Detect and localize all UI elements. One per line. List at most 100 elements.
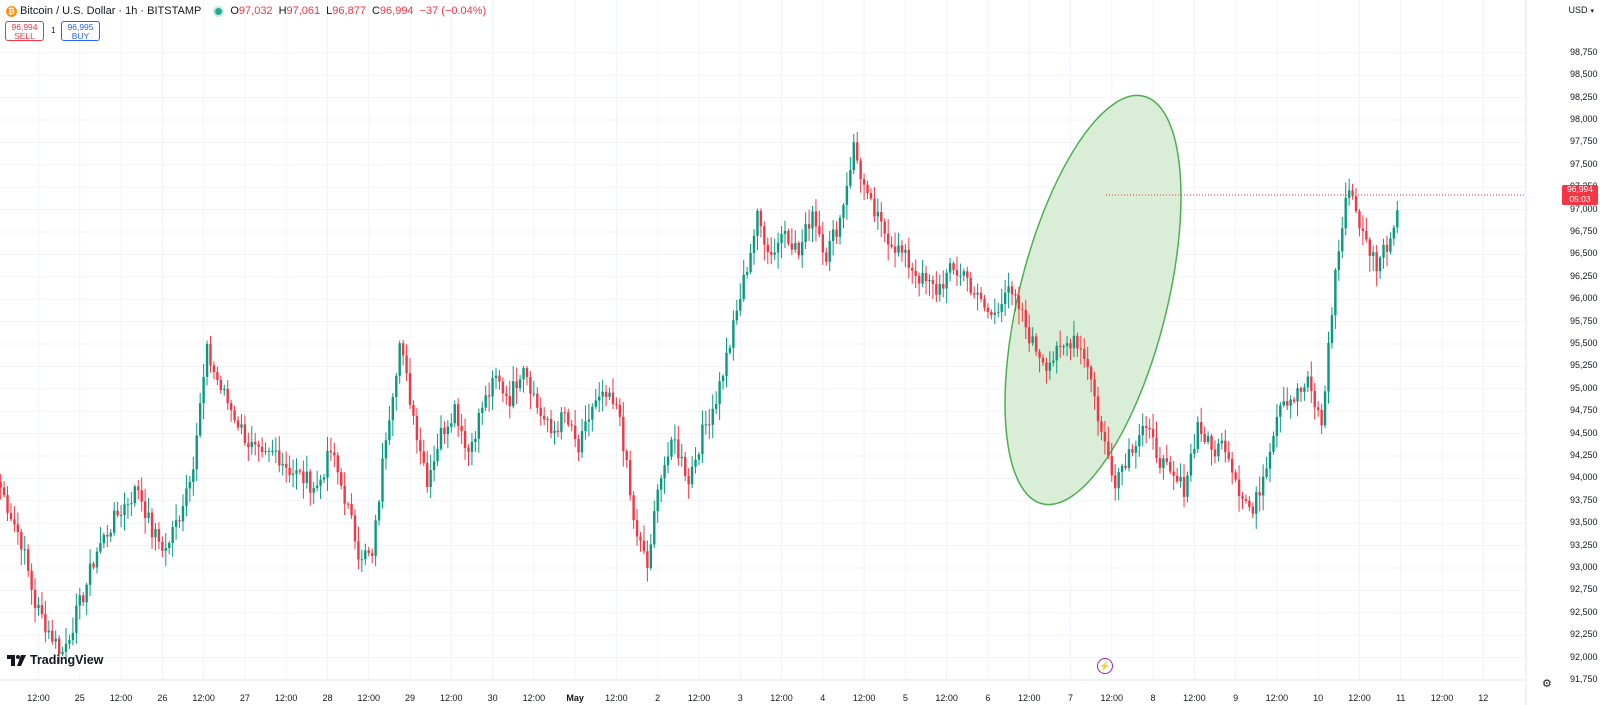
candle (505, 385, 508, 405)
candle-body (44, 614, 47, 633)
candle-body (429, 470, 432, 487)
candle (976, 283, 979, 311)
candle (291, 459, 295, 488)
candle (1279, 402, 1282, 433)
price-tick-label: 94,250 (1570, 450, 1598, 460)
candle (1175, 467, 1179, 484)
candle (1351, 183, 1354, 200)
candle (938, 274, 941, 302)
candle-body (391, 397, 395, 421)
candle-body (976, 292, 979, 295)
candle (794, 230, 797, 253)
candle-body (143, 501, 147, 519)
candle (831, 219, 835, 256)
candle (556, 421, 560, 438)
candle (880, 202, 883, 238)
time-tick-label: 12 (1478, 693, 1489, 703)
candle (759, 208, 763, 238)
candle-body (783, 230, 787, 235)
candle (542, 407, 546, 426)
candle-body (807, 224, 811, 229)
lightning-icon[interactable]: ⚡ (1097, 658, 1113, 674)
currency-selector[interactable]: USD ▾ (1568, 5, 1594, 15)
candle-body (116, 510, 119, 516)
candle-body (140, 490, 143, 502)
candle (966, 266, 969, 292)
candle (1155, 421, 1158, 463)
candle-body (1028, 327, 1031, 344)
market-status-icon[interactable] (215, 7, 223, 15)
candle (697, 452, 701, 466)
candle (1148, 418, 1151, 439)
time-tick-label: 5 (902, 693, 908, 703)
candle (828, 230, 831, 272)
time-tick-label: 12:00 (770, 693, 793, 703)
candle (1079, 335, 1083, 365)
candle (656, 484, 659, 523)
candle (450, 413, 453, 433)
candle-body (168, 543, 171, 549)
candle-body (505, 393, 508, 397)
time-tick-label: 12:00 (1430, 693, 1454, 703)
candle (223, 384, 226, 396)
candle (1038, 349, 1041, 373)
time-tick-label: 25 (74, 693, 85, 703)
candle-body (573, 425, 577, 440)
candle-body (309, 471, 312, 493)
candle (205, 340, 209, 386)
tradingview-logo[interactable]: TradingView (7, 653, 103, 667)
candle-body (708, 424, 711, 426)
candle (814, 199, 818, 242)
candle-body (1065, 343, 1069, 347)
candle-body (611, 392, 615, 405)
candle (377, 499, 381, 526)
candle-body (1248, 500, 1251, 507)
candle (1206, 431, 1210, 445)
candle-body (112, 510, 116, 533)
candle (869, 188, 873, 201)
candle-body (818, 226, 821, 235)
last-price-label: 96,994 05:03 (1562, 184, 1598, 205)
candle (143, 488, 147, 534)
candle-body (1096, 396, 1100, 422)
symbol-title[interactable]: Bitcoin / U.S. Dollar · 1h · BITSTAMP (20, 5, 202, 17)
candle (539, 397, 542, 426)
candle (787, 228, 790, 246)
candle (573, 410, 577, 448)
candle (491, 370, 494, 411)
candle (886, 219, 890, 261)
candle-body (1337, 251, 1341, 271)
sell-button[interactable]: 96,994 SELL (5, 21, 44, 41)
last-price-value: 96,994 (1567, 184, 1593, 194)
candle (161, 536, 164, 558)
candle-body (580, 431, 584, 453)
candle-body (553, 430, 556, 434)
price-tick-label: 94,500 (1570, 427, 1598, 438)
candle (168, 541, 171, 555)
candle-body (924, 272, 928, 282)
candle (601, 379, 604, 412)
gear-icon[interactable]: ⚙ (1542, 678, 1552, 690)
candle-body (1114, 475, 1117, 489)
candle (1382, 238, 1385, 269)
candle-body (446, 426, 450, 435)
highlight-ellipse[interactable] (970, 78, 1215, 521)
candle-body (195, 435, 198, 470)
candle-body (1038, 351, 1041, 358)
candle (13, 506, 16, 533)
price-tick-label: 96,500 (1570, 248, 1598, 259)
candle-body (415, 415, 419, 441)
candle-body (1220, 440, 1224, 444)
candle-body (718, 381, 721, 404)
time-tick-label: 7 (1067, 693, 1074, 703)
candle-body (78, 595, 81, 606)
candle (666, 442, 670, 474)
candle-body (570, 424, 573, 426)
candle-body (370, 552, 374, 556)
order-quantity[interactable]: 1 (51, 26, 56, 35)
candle-body (395, 375, 398, 398)
candle (1127, 438, 1131, 472)
buy-button[interactable]: 96,995 BUY (61, 21, 100, 41)
candle-body (412, 404, 415, 416)
